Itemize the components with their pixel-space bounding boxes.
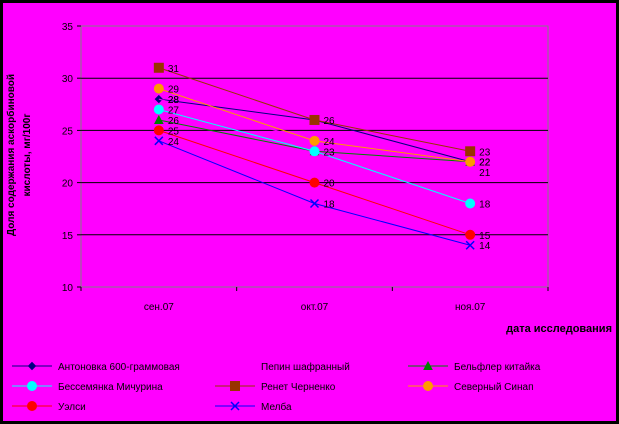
legend-item: Уэлси <box>12 401 86 413</box>
data-label: 31 <box>168 64 180 75</box>
legend-swatch-marker <box>230 401 240 411</box>
data-label: 26 <box>324 116 336 127</box>
x-axis-title: дата исследования <box>506 323 612 335</box>
data-point-marker <box>309 198 320 209</box>
legend-item: Бельфлер китайка <box>408 360 541 373</box>
data-point-marker <box>153 125 164 136</box>
data-label: 15 <box>479 231 491 242</box>
legend-swatch-marker <box>27 401 37 411</box>
legend-swatch-marker <box>230 381 240 391</box>
data-label: 29 <box>168 85 180 96</box>
data-point-marker <box>309 114 320 125</box>
y-tick-label: 30 <box>62 74 74 85</box>
legend-swatch-marker <box>423 360 433 370</box>
data-label: 27 <box>168 106 180 117</box>
legend-item: Антоновка 600-граммовая <box>12 361 180 373</box>
legend-label: Пепин шафранный <box>261 361 350 373</box>
series-7 <box>153 125 476 240</box>
legend-label: Северный Синап <box>454 382 534 393</box>
data-label: 28 <box>168 95 180 106</box>
data-point-marker <box>309 135 320 146</box>
data-label: 26 <box>168 116 180 127</box>
legend-swatch-marker <box>423 381 433 391</box>
series-5 <box>153 62 476 157</box>
data-point-marker <box>153 114 164 124</box>
y-tick-label: 10 <box>62 283 74 294</box>
x-tick-label: окт.07 <box>301 302 329 313</box>
legend-item: Ренет Черненко <box>215 381 336 393</box>
y-tick-label: 35 <box>62 22 74 33</box>
data-label: 24 <box>324 137 336 148</box>
data-label: 23 <box>479 147 491 158</box>
data-label: 20 <box>324 179 336 190</box>
legend-item: Бессемянка Мичурина <box>12 381 163 393</box>
data-point-marker <box>309 146 320 157</box>
data-point-marker <box>465 229 476 240</box>
legend-label: Ренет Черненко <box>261 382 336 393</box>
data-label: 28 <box>168 95 180 106</box>
y-tick-label: 20 <box>62 179 74 190</box>
legend-label: Бессемянка Мичурина <box>58 382 163 393</box>
data-label: 22 <box>479 158 491 169</box>
legend-label: Мелба <box>261 401 292 413</box>
legend-label: Бельфлер китайка <box>454 361 541 373</box>
legend-label: Уэлси <box>58 402 86 413</box>
y-axis-ticks: 10 15 20 25 30 35 <box>62 22 81 294</box>
data-point-marker <box>465 156 476 167</box>
legend-swatch-marker <box>27 361 37 371</box>
series-4 <box>153 104 476 209</box>
y-tick-label: 25 <box>62 126 74 137</box>
series-layer <box>153 62 476 250</box>
data-point-marker <box>465 240 475 250</box>
data-label: 24 <box>168 137 180 148</box>
legend-item: Пепин шафранный <box>215 361 350 373</box>
plot-area <box>80 25 549 288</box>
legend-label: Антоновка 600-граммовая <box>58 362 180 373</box>
data-point-marker <box>154 136 164 146</box>
data-label: 23 <box>324 147 336 158</box>
data-label: 21 <box>479 168 491 179</box>
data-label: 18 <box>324 199 336 210</box>
y-axis-title-line-2: кислоты, мг/100г <box>22 114 33 197</box>
legend-item: Северный Синап <box>408 381 534 393</box>
data-label: 18 <box>479 199 491 210</box>
data-point-marker <box>153 104 164 115</box>
data-point-marker <box>153 83 164 94</box>
data-point-marker <box>309 177 320 188</box>
data-label: 14 <box>479 241 491 252</box>
data-point-marker <box>153 62 164 73</box>
x-tick-label: ноя.07 <box>455 302 486 313</box>
x-axis-ticks: сен.07 окт.07 ноя.07 <box>80 287 549 313</box>
data-point-marker <box>465 146 476 157</box>
legend-item: Мелба <box>215 401 292 413</box>
data-point-marker <box>465 198 476 209</box>
legend-swatch-marker <box>27 381 37 391</box>
series-6 <box>153 83 476 167</box>
legend: Антоновка 600-граммовая Пепин шафранный Бе… <box>12 360 541 413</box>
x-tick-label: сен.07 <box>144 302 174 313</box>
y-tick-label: 15 <box>62 231 74 242</box>
data-label: 22 <box>479 158 491 169</box>
y-axis-title-line-1: Доля содержания аскорбиновой <box>5 74 17 236</box>
data-label: 25 <box>168 126 180 137</box>
series-8 <box>154 136 475 250</box>
